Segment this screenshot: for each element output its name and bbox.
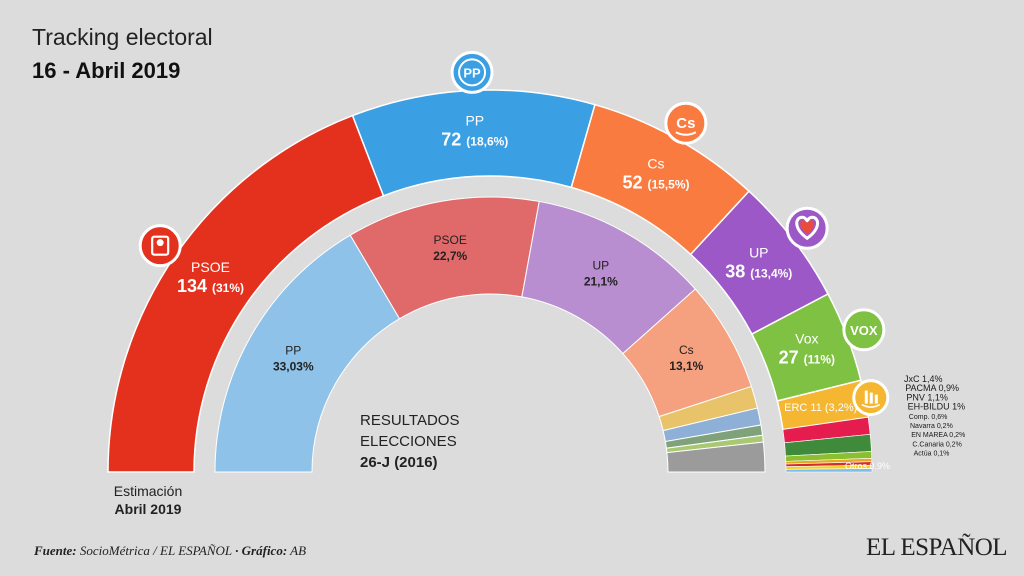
results-pct-psoe: 22,7% — [433, 249, 467, 263]
psoe-logo-mark — [151, 235, 170, 256]
erc-logo-bar — [874, 394, 878, 404]
erc-logo-bar — [864, 390, 868, 404]
estimate-value-cs: 52 (15,5%) — [622, 172, 689, 192]
results-segment-otros — [666, 441, 766, 473]
cs-logo-swoosh — [675, 131, 697, 136]
estimate-pct-vox: (11%) — [804, 352, 835, 366]
minor-label-en-marea: EN MAREA 0,2% — [911, 432, 965, 439]
vox-logo-icon: VOX — [842, 308, 886, 352]
erc-logo-arc — [861, 403, 881, 408]
estimate-segment-otros — [785, 468, 873, 473]
estimate-pct-pp: (18,6%) — [466, 134, 508, 148]
results-caption-line2: ELECCIONES — [360, 433, 457, 450]
estimate-caption: Estimación Abril 2019 — [108, 482, 188, 518]
estimate-value-psoe: 134 (31%) — [177, 276, 244, 296]
minor-party-labels: JxC 1,4%PACMA 0,9%PNV 1,1%EH-BILDU 1% Com… — [845, 374, 965, 471]
results-caption-line1: RESULTADOS — [360, 412, 460, 429]
vox-logo-text: VOX — [850, 323, 878, 338]
minor-label-comp: Comp. 0,6% — [909, 414, 948, 421]
results-pct-pp: 33,03% — [273, 360, 314, 374]
estimate-label-psoe: PSOE — [191, 259, 230, 275]
cs-logo-icon: Cs — [664, 101, 708, 145]
estimate-seats-pp: 72 — [441, 129, 466, 149]
source-text: SocioMétrica / EL ESPAÑOL — [76, 543, 236, 558]
chart-subtitle: 16 - Abril 2019 — [32, 58, 181, 83]
results-label-pp: PP — [285, 344, 301, 358]
minor-label-pacma: PACMA 0,9% — [905, 383, 959, 393]
estimate-pct-cs: (15,5%) — [647, 177, 689, 191]
estimate-pct-psoe: (31%) — [212, 281, 244, 295]
results-label-cs: Cs — [679, 343, 694, 357]
estimate-label-vox: Vox — [795, 330, 818, 346]
psoe-logo-rose — [156, 239, 164, 247]
results-caption-line3: 26-J (2016) — [360, 454, 438, 471]
minor-label-act-a: Actúa 0,1% — [914, 451, 950, 458]
estimate-label-cs: Cs — [647, 155, 664, 171]
chart-title: Tracking electoral — [32, 24, 213, 50]
estimate-caption-line1: Estimación — [113, 483, 183, 499]
erc-logo-bar — [869, 392, 873, 404]
minor-label-otros: Otros 0,9% — [845, 461, 890, 471]
cs-logo-text: Cs — [676, 115, 695, 132]
results-caption: RESULTADOS ELECCIONES 26-J (2016) — [360, 410, 459, 473]
graphic-text: AB — [287, 543, 307, 558]
el-espanol-logo: EL ESPAÑOL — [866, 534, 1008, 561]
pp-logo-text: PP — [463, 65, 481, 80]
source-label: Fuente: — [34, 543, 77, 558]
estimate-label-erc: ERC 11 (3,2%) — [784, 402, 857, 414]
estimate-value-up: 38 (13,4%) — [725, 261, 792, 281]
up-logo-icon — [785, 206, 829, 250]
estimate-value-vox: 27 (11%) — [779, 347, 835, 367]
results-pct-up: 21,1% — [584, 274, 618, 288]
estimate-value-pp: 72 (18,6%) — [441, 129, 508, 149]
results-ring: PP 33,03% PSOE 22,7% UP 21,1% Cs 13,1% — [214, 196, 766, 473]
estimate-pct-up: (13,4%) — [750, 266, 792, 280]
erc-logo-icon — [852, 379, 890, 417]
estimate-label-up: UP — [749, 244, 768, 260]
pp-logo-badge — [450, 50, 494, 94]
pp-logo-ring — [458, 58, 487, 87]
minor-label-jxc: JxC 1,4% — [904, 374, 943, 384]
estimate-seats-vox: 27 — [779, 347, 804, 367]
estimate-label-pp: PP — [465, 112, 484, 128]
minor-label-eh-bildu: EH-BILDU 1% — [908, 402, 966, 412]
results-label-psoe: PSOE — [434, 233, 467, 247]
estimate-seats-cs: 52 — [622, 172, 647, 192]
up-logo-heart-inner — [800, 220, 815, 235]
source-credit: Fuente: SocioMétrica / EL ESPAÑOL · Gráf… — [34, 543, 306, 559]
minor-label-c-canaria: C.Canaria 0,2% — [912, 441, 961, 448]
results-pct-cs: 13,1% — [669, 359, 703, 373]
psoe-logo-icon — [138, 224, 182, 268]
results-label-up: UP — [593, 258, 610, 272]
estimate-seats-psoe: 134 — [177, 276, 212, 296]
pp-logo-icon: PP — [450, 50, 494, 94]
vox-logo-badge — [842, 308, 886, 352]
minor-label-pnv: PNV 1,1% — [906, 392, 948, 402]
graphic-label: · Gráfico: — [235, 543, 288, 558]
party-logos: PP Cs VOX — [138, 50, 890, 417]
up-logo-heart — [795, 215, 820, 241]
estimate-caption-line2: Abril 2019 — [114, 501, 182, 517]
minor-label-navarra: Navarra 0,2% — [910, 423, 953, 430]
estimate-seats-up: 38 — [725, 261, 750, 281]
